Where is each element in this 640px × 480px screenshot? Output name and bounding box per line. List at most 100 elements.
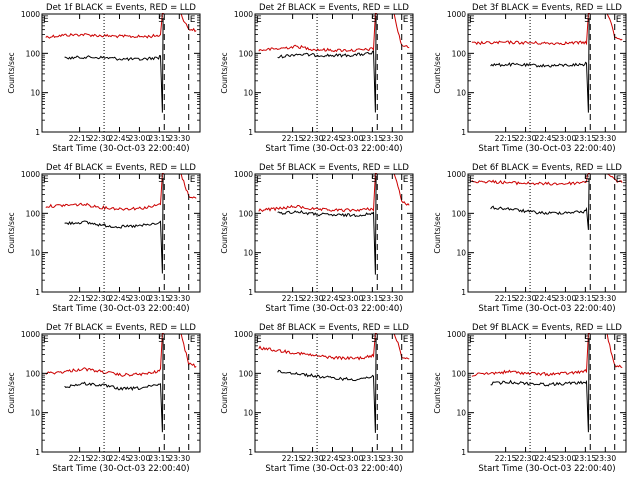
x-tick-label: 22:45 [322, 134, 344, 143]
panel-frame [41, 13, 201, 133]
y-tick-label: 1 [461, 128, 466, 137]
x-tick-label: 22:15 [495, 294, 517, 303]
y-tick-label: 100 [26, 369, 41, 378]
panel-det-1: Det 1f BLACK = Events, RED = LLD 1 10 100 10… [7, 3, 201, 154]
x-tick-label: 23:00 [555, 134, 577, 143]
y-axis-title: Counts/sec [433, 52, 442, 93]
x-tick-label: 22:15 [69, 134, 91, 143]
x-axis-title: Start Time (30-Oct-03 22:00:40) [52, 144, 189, 154]
x-tick-label: 22:45 [535, 134, 557, 143]
series-events-line [277, 337, 377, 433]
x-tick-label: 22:15 [69, 454, 91, 463]
panel-title: Det 2f BLACK = Events, RED = LLD [259, 3, 409, 13]
y-tick-label: 1000 [234, 330, 253, 339]
x-axis-title: Start Time (30-Oct-03 22:00:40) [478, 304, 615, 314]
marker-label-s: S [371, 175, 377, 185]
x-tick-label: 22:15 [69, 294, 91, 303]
series-events-line [64, 177, 164, 274]
series-events-line [490, 337, 590, 433]
y-tick-label: 1 [35, 448, 40, 457]
x-tick-label: 23:00 [555, 454, 577, 463]
panel-frame [41, 333, 201, 453]
y-tick-label: 1000 [234, 170, 253, 179]
x-tick-label: 23:15 [575, 294, 597, 303]
y-tick-label: 100 [452, 49, 467, 58]
x-tick-label: 22:30 [302, 294, 324, 303]
marker-label-s: S [158, 175, 164, 185]
x-tick-label: 22:45 [535, 454, 557, 463]
y-tick-label: 1000 [21, 330, 40, 339]
y-axis-title: Counts/sec [220, 372, 229, 413]
marker-label-e: E [403, 335, 409, 345]
y-axis-title: Counts/sec [220, 212, 229, 253]
y-tick-label: 100 [239, 49, 254, 58]
panel-frame [254, 13, 414, 133]
x-axis-title: Start Time (30-Oct-03 22:00:40) [265, 304, 402, 314]
y-tick-label: 1 [248, 448, 253, 457]
marker-label-s: S [158, 15, 164, 25]
y-tick-label: 1 [461, 448, 466, 457]
series-events-line [64, 17, 164, 113]
marker-label-s: S [584, 175, 590, 185]
series-events-line [64, 337, 164, 433]
panel-det-4: Det 4f BLACK = Events, RED = LLD 1 10 100 10… [7, 163, 201, 314]
x-tick-label: 22:15 [282, 294, 304, 303]
y-tick-label: 10 [243, 409, 253, 418]
x-tick-label: 22:45 [322, 294, 344, 303]
x-tick-label: 22:15 [282, 454, 304, 463]
panel-frame [467, 173, 627, 293]
marker-label-s: S [158, 335, 164, 345]
x-tick-label: 22:30 [302, 454, 324, 463]
y-tick-label: 1 [248, 128, 253, 137]
marker-label-left: E [469, 15, 475, 25]
y-tick-label: 1000 [447, 10, 466, 19]
x-tick-label: 22:30 [89, 454, 111, 463]
y-tick-label: 10 [243, 249, 253, 258]
y-tick-label: 10 [456, 249, 466, 258]
x-tick-label: 23:30 [381, 294, 403, 303]
panel-frame [254, 173, 414, 293]
y-tick-label: 100 [452, 209, 467, 218]
x-tick-label: 22:30 [89, 134, 111, 143]
x-axis-title: Start Time (30-Oct-03 22:00:40) [265, 464, 402, 474]
x-tick-label: 23:30 [594, 454, 616, 463]
marker-label-left: E [256, 335, 262, 345]
x-axis-title: Start Time (30-Oct-03 22:00:40) [265, 144, 402, 154]
y-tick-label: 100 [26, 49, 41, 58]
series-events-line [277, 15, 377, 113]
panel-title: Det 9f BLACK = Events, RED = LLD [472, 323, 622, 333]
x-tick-label: 22:30 [515, 294, 537, 303]
panel-det-2: Det 2f BLACK = Events, RED = LLD 1 10 100 10… [220, 3, 414, 154]
x-tick-label: 23:15 [362, 454, 384, 463]
panel-title: Det 4f BLACK = Events, RED = LLD [46, 163, 196, 173]
x-tick-label: 23:30 [168, 454, 190, 463]
y-tick-label: 100 [239, 209, 254, 218]
x-tick-label: 23:00 [342, 294, 364, 303]
panel-det-7: Det 7f BLACK = Events, RED = LLD 1 10 100 10… [7, 323, 201, 474]
y-tick-label: 1000 [234, 10, 253, 19]
panel-title: Det 5f BLACK = Events, RED = LLD [259, 163, 409, 173]
marker-label-s: S [584, 15, 590, 25]
y-axis-title: Counts/sec [7, 212, 16, 253]
marker-label-left: E [469, 335, 475, 345]
panel-frame [467, 13, 627, 133]
marker-label-left: E [43, 175, 49, 185]
marker-label-left: E [469, 175, 475, 185]
panel-title: Det 8f BLACK = Events, RED = LLD [259, 323, 409, 333]
x-tick-label: 23:15 [362, 294, 384, 303]
x-tick-label: 22:45 [109, 454, 131, 463]
marker-label-e: E [616, 335, 622, 345]
x-axis-title: Start Time (30-Oct-03 22:00:40) [52, 464, 189, 474]
x-tick-label: 23:30 [381, 134, 403, 143]
marker-label-e: E [403, 175, 409, 185]
y-tick-label: 100 [452, 369, 467, 378]
panel-title: Det 7f BLACK = Events, RED = LLD [46, 323, 196, 333]
panel-det-6: Det 6f BLACK = Events, RED = LLD 1 10 100 10… [433, 163, 627, 314]
marker-label-left: E [256, 15, 262, 25]
y-tick-label: 100 [239, 369, 254, 378]
x-tick-label: 23:30 [168, 134, 190, 143]
x-tick-label: 23:30 [594, 294, 616, 303]
x-tick-label: 23:15 [149, 294, 171, 303]
x-tick-label: 22:30 [515, 134, 537, 143]
